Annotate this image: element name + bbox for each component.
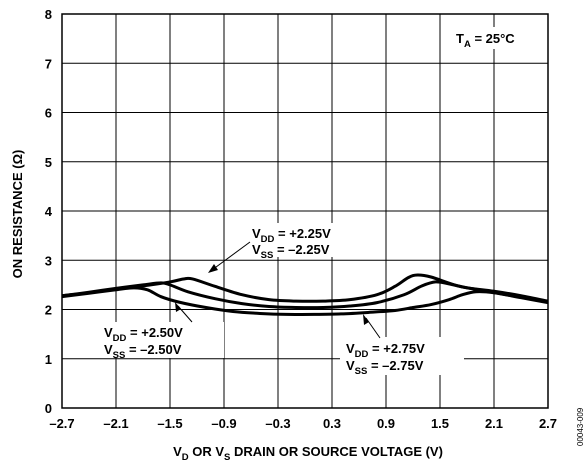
x-tick-label: 0.9	[377, 416, 395, 431]
x-axis-title: VD OR VS DRAIN OR SOURCE VOLTAGE (V)	[173, 444, 443, 463]
series-3-label-vss: VSS = –2.75V	[346, 358, 424, 377]
series-1-label-bg	[248, 223, 372, 257]
series-1-label-vss: VSS = –2.25V	[252, 242, 330, 261]
x-tick-label: 1.5	[431, 416, 449, 431]
series-line-2	[61, 280, 549, 310]
y-tick-label: 2	[45, 303, 52, 318]
series-3-label-bg	[340, 337, 464, 375]
series-2-label-vss: VSS = –2.50V	[104, 342, 182, 361]
series-2-label-vdd: VDD = +2.50V	[104, 325, 183, 344]
y-tick-label: 1	[45, 352, 52, 367]
y-tick-label: 6	[45, 106, 52, 121]
series-2-label-bg	[100, 322, 224, 358]
y-tick-label: 8	[45, 7, 52, 22]
figure-id: 00043-009	[576, 407, 585, 446]
series-3-label-arrow	[363, 314, 381, 339]
series-3-label-vdd: VDD = +2.75V	[346, 341, 425, 360]
x-tick-label: –1.5	[157, 416, 182, 431]
y-tick-label: 4	[45, 204, 53, 219]
x-tick-label: –0.9	[211, 416, 236, 431]
y-tick-label: 7	[45, 56, 52, 71]
condition-label-bg	[450, 27, 542, 49]
x-tick-label: 2.7	[539, 416, 557, 431]
series-line-3	[61, 286, 549, 317]
y-axis-title: ON RESISTANCE (Ω)	[10, 150, 25, 279]
series-1-label-vdd: VDD = +2.25V	[252, 226, 331, 245]
x-tick-labels: –2.7 –2.1 –1.5 –0.9 –0.3 0.3 0.9 1.5 2.1 2.7	[49, 416, 557, 431]
y-tick-label: 3	[45, 253, 52, 268]
series-2-label-arrow	[175, 302, 193, 323]
y-tick-labels: 0 1 2 3 4 5 6 7 8	[45, 7, 53, 416]
plot-frame	[61, 13, 549, 409]
series-1-label-arrow	[208, 241, 251, 273]
y-tick-label: 5	[45, 155, 52, 170]
condition-label: TA = 25°C	[456, 31, 515, 50]
x-tick-label: 2.1	[485, 416, 503, 431]
x-tick-label: 0.3	[323, 416, 341, 431]
x-tick-label: –0.3	[265, 416, 290, 431]
data-series-group	[61, 273, 549, 317]
x-tick-label: –2.1	[103, 416, 128, 431]
y-tick-label: 0	[45, 401, 52, 416]
x-tick-label: –2.7	[49, 416, 74, 431]
